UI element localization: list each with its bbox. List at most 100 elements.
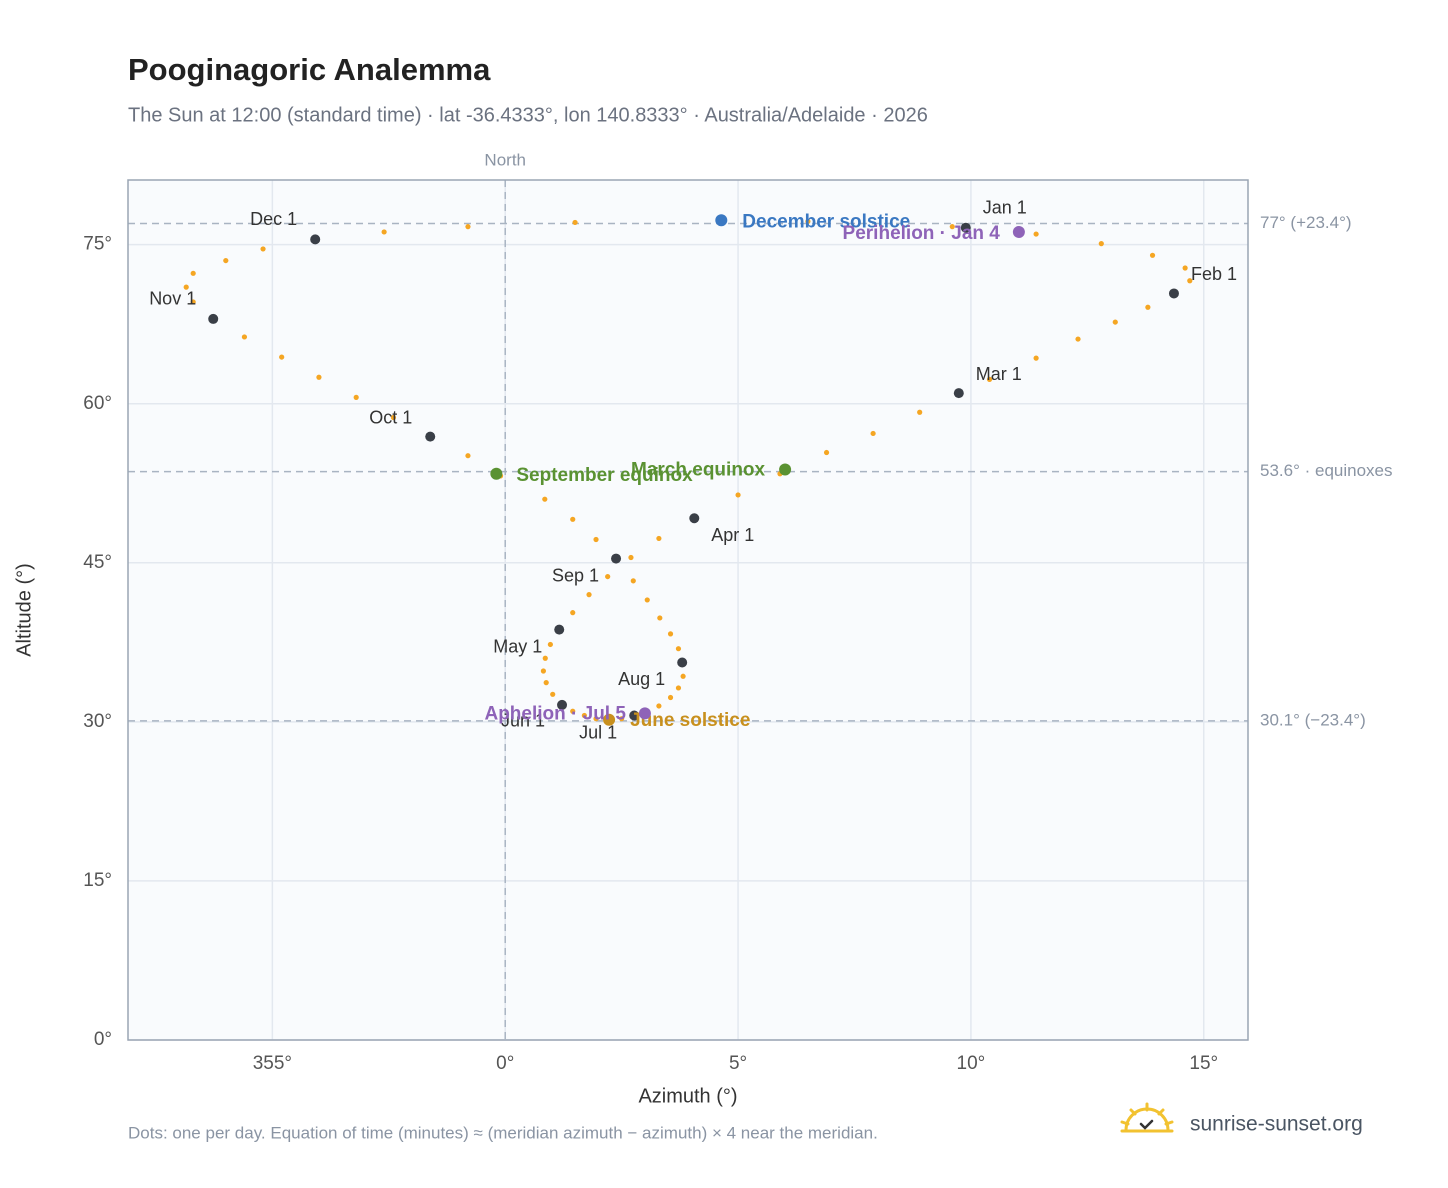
day-dot xyxy=(543,680,549,686)
month-label: Nov 1 xyxy=(149,289,196,309)
day-dot xyxy=(986,376,993,382)
day-dot xyxy=(675,646,682,652)
event-dot xyxy=(779,463,792,476)
month-label: Jun 1 xyxy=(501,711,545,731)
y-tick-label: 30° xyxy=(83,711,112,732)
day-dot xyxy=(190,270,196,276)
event-label: March equinox xyxy=(631,460,766,481)
brand-logo xyxy=(1120,1102,1174,1133)
month-label: Sep 1 xyxy=(552,565,599,585)
day-dot xyxy=(465,453,471,459)
month-dot xyxy=(629,710,640,721)
day-dot xyxy=(1075,336,1081,342)
day-dot xyxy=(1112,319,1118,325)
day-dot xyxy=(1145,304,1151,310)
reference-label: 30.1° (−23.4°) xyxy=(1260,710,1366,729)
x-tick-label: 0° xyxy=(496,1053,514,1074)
y-tick-label: 60° xyxy=(83,393,112,414)
event-label: Aphelion · Jul 5 xyxy=(484,703,626,724)
day-dot xyxy=(593,536,599,543)
month-label: Oct 1 xyxy=(369,407,412,427)
day-dot xyxy=(1187,278,1193,284)
day-dot xyxy=(1033,231,1039,237)
month-label: Apr 1 xyxy=(711,525,754,545)
month-label: May 1 xyxy=(493,636,542,656)
day-dot xyxy=(241,334,248,340)
x-tick-label: 355° xyxy=(253,1053,292,1074)
day-dot xyxy=(465,224,471,230)
chart-title: Pooginagoric Analemma xyxy=(128,52,491,87)
day-dot xyxy=(223,257,229,264)
day-dot xyxy=(547,641,553,648)
day-dot xyxy=(605,573,611,580)
y-tick-label: 75° xyxy=(83,234,112,255)
month-label: Jul 1 xyxy=(579,722,617,742)
chart-subtitle: The Sun at 12:00 (standard time) · lat -… xyxy=(128,104,928,126)
day-dot xyxy=(657,615,663,621)
day-dot xyxy=(279,354,285,360)
day-dot xyxy=(390,414,397,421)
month-dot xyxy=(208,313,219,324)
day-dot xyxy=(542,496,548,502)
day-dot xyxy=(667,631,674,637)
day-dot xyxy=(644,597,650,603)
plot-area xyxy=(128,180,1248,1040)
north-label: North xyxy=(484,150,526,169)
reference-label: 53.6° · equinoxes xyxy=(1260,461,1393,480)
day-dot xyxy=(540,668,547,674)
day-dot xyxy=(572,219,578,226)
day-dot xyxy=(570,610,576,616)
month-dot xyxy=(677,657,688,668)
day-dot xyxy=(581,712,587,719)
plot-border xyxy=(127,179,1249,1041)
event-dot xyxy=(603,713,616,726)
day-dot xyxy=(656,535,662,542)
x-axis-label: Azimuth (°) xyxy=(638,1085,737,1107)
day-dot xyxy=(550,691,556,697)
event-label: September equinox xyxy=(516,465,693,486)
y-axis-label: Altitude (°) xyxy=(13,563,35,657)
day-dot xyxy=(586,592,592,598)
month-label: Feb 1 xyxy=(1191,264,1237,284)
y-tick-label: 0° xyxy=(94,1029,112,1050)
day-dot xyxy=(1033,355,1039,361)
event-dot xyxy=(715,214,728,227)
day-dot xyxy=(570,516,576,522)
month-label: Jan 1 xyxy=(983,197,1027,217)
month-dot xyxy=(425,431,436,442)
month-dot xyxy=(960,222,971,233)
day-dot xyxy=(823,449,830,456)
day-dot xyxy=(381,229,387,235)
month-dot xyxy=(953,388,964,399)
day-dot xyxy=(870,430,876,437)
month-dot xyxy=(611,553,622,564)
day-dot xyxy=(353,394,359,400)
month-dot xyxy=(557,699,568,710)
event-label: December solstice xyxy=(742,211,910,232)
day-dot xyxy=(656,703,662,709)
reference-label: 77° (+23.4°) xyxy=(1260,213,1352,232)
x-tick-label: 5° xyxy=(729,1053,747,1074)
day-dot xyxy=(1182,265,1188,271)
month-dot xyxy=(554,624,565,635)
x-tick-label: 10° xyxy=(957,1053,986,1074)
day-dot xyxy=(917,409,923,415)
day-dot xyxy=(570,708,576,714)
month-dot xyxy=(1168,288,1179,299)
day-dot xyxy=(183,284,189,290)
day-dot xyxy=(1098,241,1104,247)
month-label: Aug 1 xyxy=(618,669,665,689)
y-tick-label: 15° xyxy=(83,870,112,891)
day-dot xyxy=(1149,252,1156,258)
month-label: Mar 1 xyxy=(976,364,1022,384)
day-dot xyxy=(949,224,955,230)
event-dot xyxy=(1012,225,1025,238)
day-dot xyxy=(680,673,686,679)
month-dot xyxy=(689,513,700,524)
day-dot xyxy=(260,246,266,252)
month-label: Dec 1 xyxy=(250,209,297,229)
day-dot xyxy=(667,694,674,701)
day-dot xyxy=(735,492,741,498)
